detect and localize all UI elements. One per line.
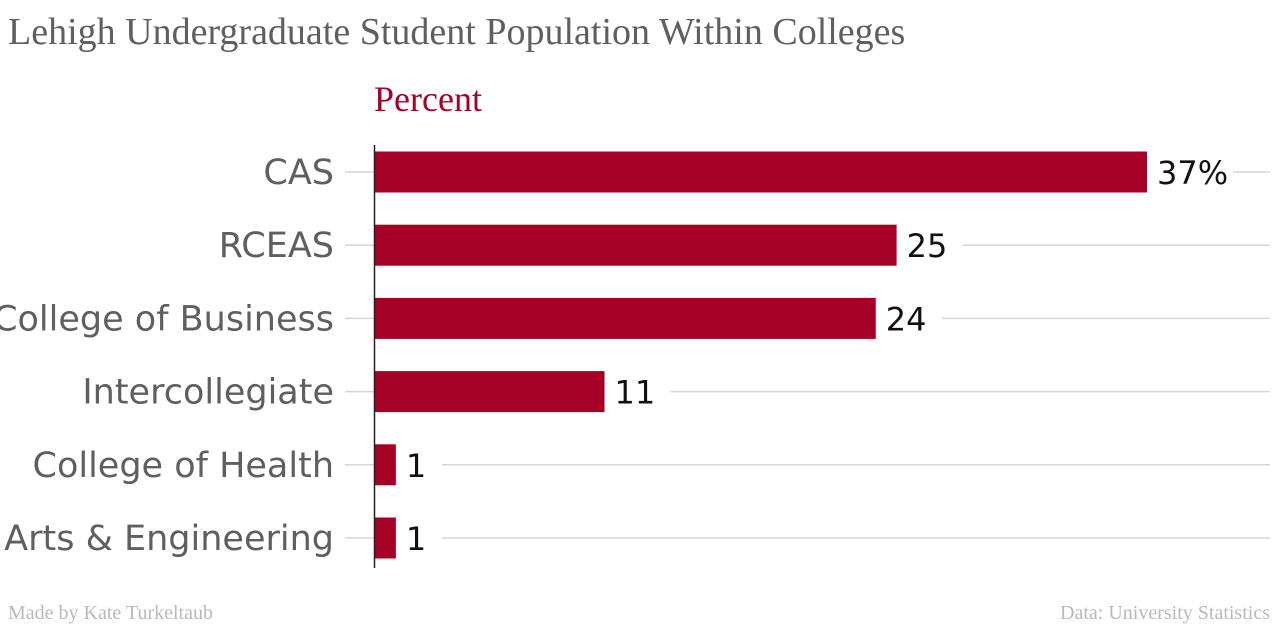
labels: CAS 37% RCEAS 25 College of Business 24 Interc… <box>0 153 1228 559</box>
category-label: RCEAS <box>219 226 334 266</box>
gridlines <box>345 171 1270 539</box>
category-label: College of Health <box>33 446 335 486</box>
bar <box>375 297 876 339</box>
category-label: Arts & Engineering <box>4 519 334 559</box>
data-label: 1 <box>406 520 426 558</box>
category-label: College of Business <box>0 299 334 339</box>
bar <box>375 517 396 559</box>
source-text: Data: University Statistics <box>1060 602 1270 624</box>
data-label: 25 <box>907 227 948 265</box>
credit-text: Made by Kate Turkeltaub <box>8 602 213 624</box>
data-label: 11 <box>615 374 656 412</box>
chart-title: Lehigh Undergraduate Student Population … <box>8 11 906 53</box>
bar <box>375 151 1147 193</box>
bar <box>375 224 897 266</box>
unit-label: Percent <box>374 79 482 119</box>
category-label: CAS <box>263 153 334 193</box>
data-label: 1 <box>406 447 426 485</box>
bar <box>375 371 605 413</box>
data-label: 37% <box>1157 154 1228 192</box>
bar <box>375 444 396 486</box>
category-label: Intercollegiate <box>82 373 334 413</box>
data-label: 24 <box>886 300 927 338</box>
bars <box>375 151 1147 559</box>
